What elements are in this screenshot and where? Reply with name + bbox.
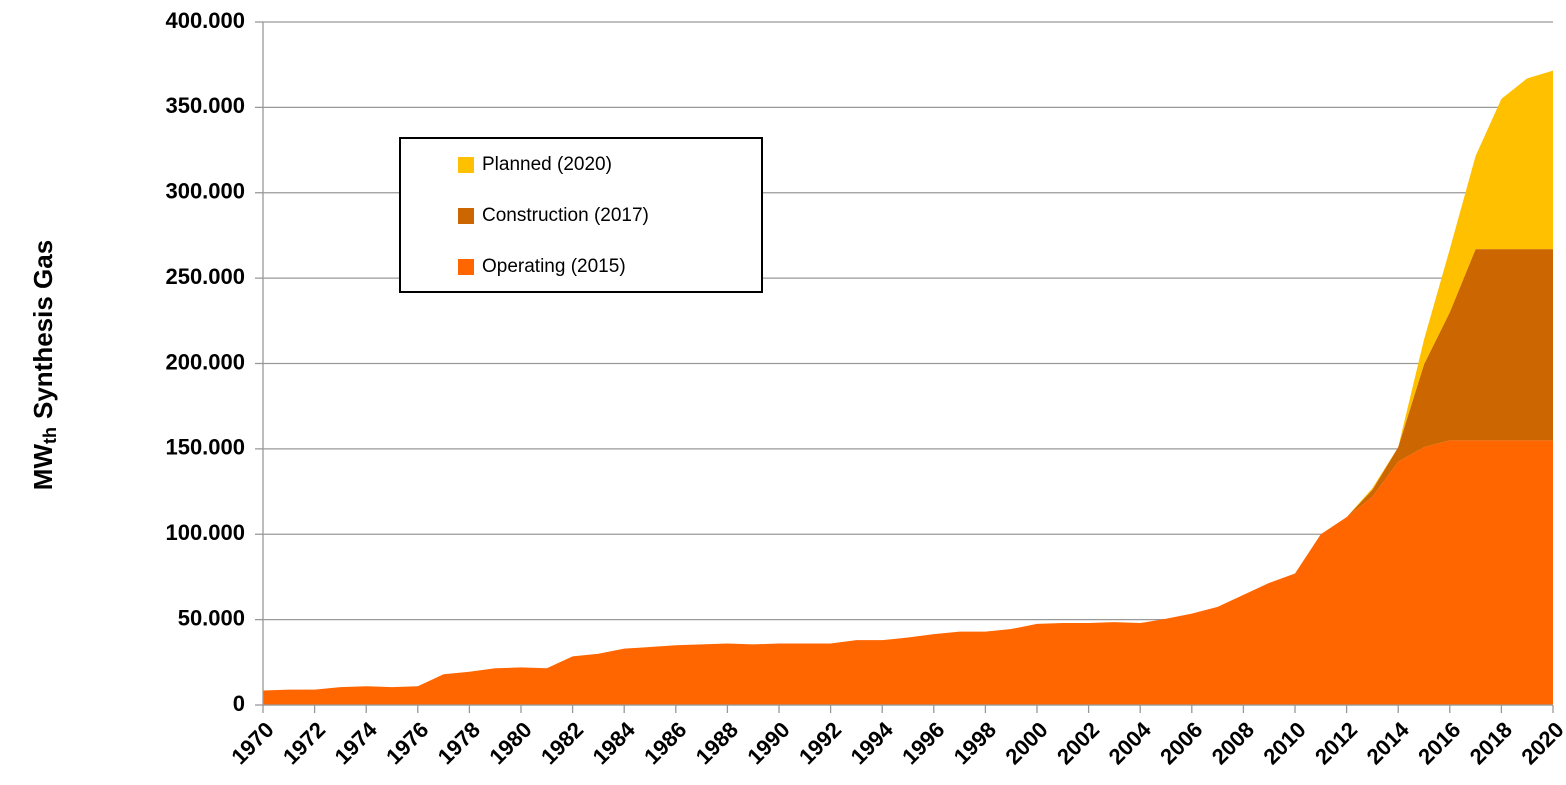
- x-tick-label: 1976: [381, 717, 433, 769]
- x-tick-label: 2012: [1310, 717, 1362, 769]
- y-tick-label: 200.000: [165, 349, 245, 374]
- y-axis-label: MWth Synthesis Gas: [28, 240, 60, 490]
- x-tick-label: 2014: [1362, 716, 1415, 769]
- legend-swatch: [458, 208, 474, 224]
- x-tick-label: 2004: [1104, 716, 1157, 769]
- x-tick-label: 1972: [278, 717, 330, 769]
- x-tick-label: 2006: [1155, 717, 1207, 769]
- x-tick-label: 1980: [484, 717, 536, 769]
- x-tick-label: 2002: [1052, 717, 1104, 769]
- x-tick-label: 1982: [536, 717, 588, 769]
- legend: Operating (2015) Construction (2017) Plann…: [399, 137, 763, 293]
- x-tick-label: 1986: [639, 717, 691, 769]
- y-tick-label: 300.000: [165, 179, 245, 204]
- x-tick-label: 2008: [1207, 717, 1259, 769]
- x-tick-label: 1996: [897, 717, 949, 769]
- x-tick-label: 2010: [1258, 717, 1310, 769]
- x-tick-label: 1974: [330, 716, 383, 769]
- x-tick-label: 1978: [433, 717, 485, 769]
- y-label-rest: Synthesis Gas: [28, 240, 58, 419]
- y-tick-label: 50.000: [178, 605, 245, 630]
- y-tick-label: 400.000: [165, 8, 245, 33]
- legend-label: Operating (2015): [482, 256, 626, 277]
- x-tick-label: 2020: [1516, 717, 1566, 769]
- legend-label: Construction (2017): [482, 205, 649, 226]
- x-tick-label: 1998: [949, 717, 1001, 769]
- y-label-main: MW: [28, 444, 58, 491]
- x-tick-label: 1994: [846, 716, 899, 769]
- y-tick-label: 0: [233, 691, 245, 716]
- x-tick-label: 1984: [588, 716, 641, 769]
- legend-label: Planned (2020): [482, 154, 612, 175]
- x-tick-label: 1990: [742, 717, 794, 769]
- x-tick-label: 1970: [226, 717, 278, 769]
- area: [263, 440, 1553, 705]
- y-label-sub: th: [40, 427, 60, 444]
- x-tick-label: 2018: [1465, 717, 1517, 769]
- legend-swatch: [458, 259, 474, 275]
- legend-swatch: [458, 157, 474, 173]
- x-tick-label: 2016: [1413, 717, 1465, 769]
- x-tick-label: 2000: [1000, 717, 1052, 769]
- y-tick-label: 150.000: [165, 435, 245, 460]
- y-tick-label: 350.000: [165, 93, 245, 118]
- x-tick-label: 1992: [794, 717, 846, 769]
- y-tick-label: 100.000: [165, 520, 245, 545]
- y-tick-label: 250.000: [165, 264, 245, 289]
- x-tick-label: 1988: [691, 717, 743, 769]
